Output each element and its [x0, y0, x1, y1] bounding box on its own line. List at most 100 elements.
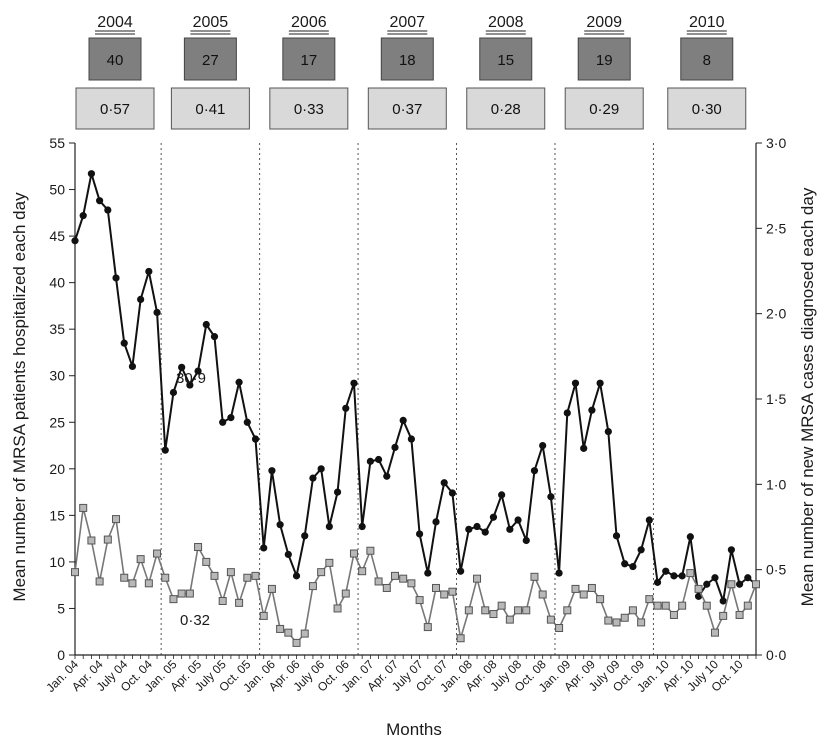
- data-point-hospitalized: [79, 212, 87, 220]
- left-tick-label: 5: [57, 600, 65, 616]
- data-point-hospitalized: [416, 530, 424, 538]
- year-count-value: 8: [703, 52, 711, 69]
- data-point-hospitalized: [407, 435, 415, 443]
- data-point-new-cases: [71, 568, 79, 577]
- data-point-new-cases: [218, 597, 227, 606]
- data-point-hospitalized: [342, 404, 350, 412]
- data-point-hospitalized: [145, 267, 153, 276]
- data-point-new-cases: [522, 606, 531, 615]
- data-point-new-cases: [448, 587, 457, 596]
- data-point-new-cases: [259, 611, 268, 620]
- year-count-box: [577, 37, 631, 81]
- year-count-value: 27: [202, 52, 219, 69]
- data-point-hospitalized: [645, 516, 653, 524]
- year-rate-value: 0·29: [589, 101, 619, 118]
- data-point-hospitalized: [686, 533, 694, 541]
- year-label: 2006: [291, 14, 327, 31]
- series-new-cases: [71, 503, 760, 647]
- data-point-new-cases: [555, 624, 564, 633]
- data-point-hospitalized: [678, 572, 686, 580]
- right-tick-label: 0·0: [766, 647, 786, 663]
- data-point-new-cases: [202, 557, 211, 566]
- right-tick-label: 3·0: [766, 135, 786, 151]
- year-rate-box: [75, 87, 155, 130]
- data-point-new-cases: [349, 549, 358, 558]
- year-rate-box: [269, 87, 349, 130]
- data-point-new-cases: [637, 618, 646, 627]
- data-point-hospitalized: [473, 522, 481, 531]
- data-point-hospitalized: [711, 574, 719, 582]
- data-point-new-cases: [538, 590, 547, 599]
- data-point-new-cases: [432, 583, 441, 592]
- data-point-new-cases: [653, 601, 662, 610]
- data-point-new-cases: [79, 503, 88, 512]
- year-rate-value: 0·57: [100, 101, 130, 118]
- data-point-new-cases: [563, 606, 572, 615]
- data-point-new-cases: [719, 611, 728, 620]
- data-point-hospitalized: [629, 562, 637, 571]
- annotation-hospitalized: 30·9: [176, 370, 206, 387]
- year-label: 2005: [193, 14, 229, 31]
- annotation-new-cases: 0·32: [180, 612, 210, 629]
- data-point-new-cases: [325, 558, 334, 567]
- data-point-hospitalized: [399, 416, 407, 425]
- data-point-hospitalized: [251, 435, 260, 443]
- data-point-hospitalized: [268, 467, 276, 475]
- data-point-new-cases: [415, 596, 424, 605]
- data-point-new-cases: [620, 613, 629, 622]
- data-point-hospitalized: [284, 550, 292, 559]
- data-point-new-cases: [366, 546, 375, 555]
- data-point-hospitalized: [694, 592, 703, 600]
- y-axis-label: Mean number of MRSA patients hospitalize…: [10, 192, 29, 602]
- left-tick-label: 40: [49, 275, 65, 291]
- data-point-new-cases: [333, 604, 342, 613]
- data-point-new-cases: [185, 589, 194, 598]
- data-point-new-cases: [423, 623, 432, 632]
- data-point-hospitalized: [260, 544, 268, 552]
- data-point-hospitalized: [440, 479, 448, 487]
- data-point-hospitalized: [202, 320, 210, 329]
- x-axis-label: Months: [386, 720, 442, 738]
- data-point-hospitalized: [104, 206, 112, 214]
- data-point-hospitalized: [309, 474, 317, 482]
- data-point-hospitalized: [358, 522, 366, 531]
- data-point-hospitalized: [333, 488, 342, 496]
- data-point-hospitalized: [96, 197, 104, 205]
- data-point-hospitalized: [555, 569, 563, 577]
- data-point-new-cases: [267, 584, 276, 593]
- data-point-hospitalized: [186, 381, 194, 389]
- data-point-new-cases: [735, 610, 744, 619]
- data-point-new-cases: [292, 638, 301, 647]
- left-y-axis: 0 5 10 15 20 25 30 35 40 45 50 55: [49, 135, 76, 663]
- year-count-box: [680, 37, 734, 81]
- data-point-new-cases: [128, 579, 137, 588]
- data-point-hospitalized: [383, 472, 391, 480]
- data-point-hospitalized: [235, 378, 243, 386]
- year-label: 2009: [586, 14, 622, 31]
- data-point-hospitalized: [120, 339, 128, 347]
- data-point-new-cases: [612, 618, 621, 627]
- data-point-new-cases: [169, 595, 178, 604]
- left-tick-label: 15: [49, 507, 65, 523]
- right-tick-label: 1·5: [766, 391, 786, 407]
- data-point-new-cases: [153, 549, 162, 558]
- data-point-new-cases: [694, 584, 703, 593]
- data-point-new-cases: [300, 629, 309, 638]
- data-point-new-cases: [276, 624, 285, 633]
- data-point-hospitalized: [87, 170, 96, 178]
- data-point-hospitalized: [374, 455, 383, 464]
- year-dividers: [160, 143, 654, 655]
- data-point-hospitalized: [301, 532, 309, 540]
- data-point-hospitalized: [506, 525, 514, 533]
- data-point-hospitalized: [547, 493, 555, 501]
- data-point-new-cases: [136, 555, 145, 564]
- data-point-new-cases: [661, 601, 670, 610]
- data-point-hospitalized: [153, 308, 161, 317]
- data-point-new-cases: [112, 515, 121, 524]
- data-point-new-cases: [686, 569, 695, 578]
- year-count-value: 17: [300, 52, 317, 69]
- data-point-new-cases: [473, 574, 482, 583]
- data-point-hospitalized: [432, 518, 440, 526]
- data-point-hospitalized: [596, 379, 604, 387]
